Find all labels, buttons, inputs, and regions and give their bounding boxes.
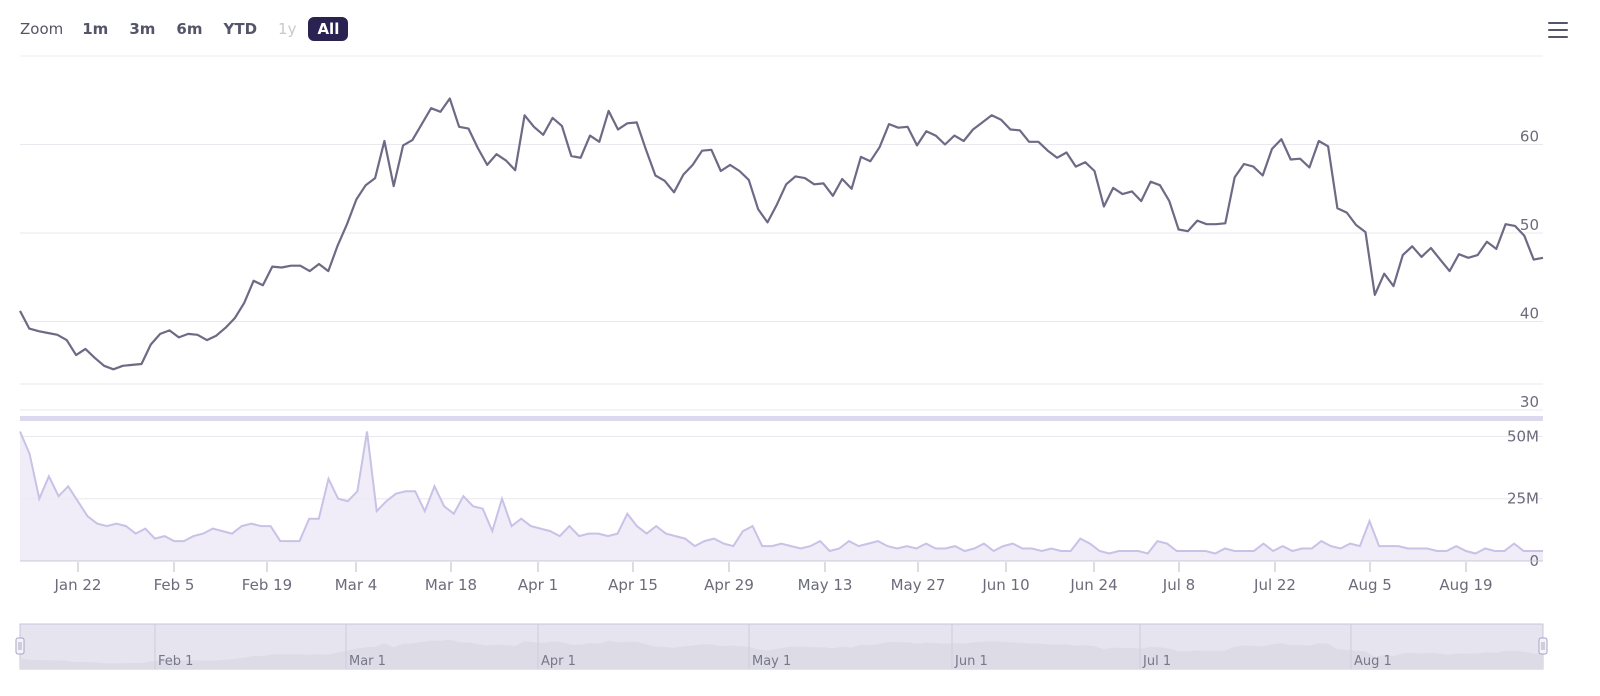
price-tick-label: 30	[1520, 393, 1539, 411]
x-tick-label: Apr 15	[608, 576, 658, 594]
x-tick-label: Jul 8	[1162, 576, 1195, 594]
navigator-handle[interactable]	[1538, 637, 1548, 655]
zoom-button-ytd[interactable]: YTD	[223, 20, 258, 38]
x-tick-label: Feb 5	[154, 576, 195, 594]
grid-lines	[20, 55, 1543, 562]
navigator-tick-label: Mar 1	[349, 654, 386, 669]
x-tick-label: Jun 10	[981, 576, 1029, 594]
volume-line	[19, 431, 1543, 555]
navigator-handle[interactable]	[15, 637, 25, 655]
pane-divider	[20, 416, 1543, 421]
navigator-tick-label: Jun 1	[954, 654, 988, 669]
volume-pane	[19, 431, 1543, 561]
price-tick-label: 60	[1520, 128, 1539, 146]
navigator-series	[20, 639, 1543, 669]
navigator[interactable]: Feb 1 Mar 1 Apr 1 May 1 Jun 1 Jul 1 Aug 1	[15, 623, 1548, 670]
x-tick-label: Apr 1	[518, 576, 558, 594]
x-tick-label: Mar 4	[335, 576, 378, 594]
navigator-tick-label: Aug 1	[1354, 654, 1392, 669]
x-tick-label: Jul 22	[1253, 576, 1296, 594]
x-tick-label: Apr 29	[704, 576, 754, 594]
zoom-button-6m[interactable]: 6m	[176, 20, 203, 38]
price-pane	[19, 97, 1544, 371]
volume-tick-label: 50M	[1507, 427, 1539, 445]
navigator-tick-label: May 1	[752, 654, 791, 669]
x-tick-label: Jun 24	[1069, 576, 1117, 594]
navigator-tick-label: Jul 1	[1142, 654, 1171, 669]
price-tick-label: 40	[1520, 305, 1539, 323]
volume-tick-label: 25M	[1507, 490, 1539, 508]
volume-area	[20, 431, 1543, 561]
x-tick-label: Jan 22	[54, 576, 102, 594]
navigator-tick-label: Feb 1	[158, 654, 193, 669]
price-tick-label: 50	[1520, 216, 1539, 234]
x-tick-label: May 27	[891, 576, 946, 594]
zoom-button-3m[interactable]: 3m	[129, 20, 156, 38]
zoom-label: Zoom	[20, 20, 64, 38]
x-tick-label: May 13	[798, 576, 853, 594]
x-tick-label: Aug 5	[1348, 576, 1392, 594]
range-selector: Zoom 1m 3m 6m YTD 1y All	[20, 16, 351, 42]
x-tick-label: Feb 19	[242, 576, 292, 594]
zoom-button-1y: 1y	[278, 20, 297, 38]
x-tick-label: Mar 18	[425, 576, 477, 594]
navigator-tick-label: Apr 1	[541, 654, 576, 669]
price-line	[19, 97, 1544, 371]
hamburger-icon[interactable]	[1548, 22, 1568, 40]
zoom-button-all[interactable]: All	[308, 17, 349, 41]
zoom-button-1m[interactable]: 1m	[82, 20, 109, 38]
x-tick-label: Aug 19	[1439, 576, 1492, 594]
